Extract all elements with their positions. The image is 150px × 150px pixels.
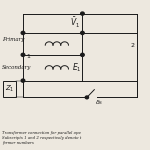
Circle shape — [81, 31, 84, 34]
Bar — [3, 81, 16, 97]
Circle shape — [21, 31, 25, 34]
Text: Transformer connection for parallel ope
Subscripts 1 and 2 respectively denote t: Transformer connection for parallel ope … — [2, 131, 81, 145]
Text: $\bar{V}_1$: $\bar{V}_1$ — [70, 15, 80, 30]
Circle shape — [85, 96, 88, 99]
Text: $Z_1$: $Z_1$ — [5, 84, 14, 94]
Text: 2: 2 — [130, 43, 134, 48]
Circle shape — [21, 53, 25, 56]
Text: Primary: Primary — [2, 37, 25, 42]
Text: Secondary: Secondary — [2, 65, 32, 70]
Circle shape — [81, 53, 84, 56]
Circle shape — [21, 79, 25, 82]
Circle shape — [81, 12, 84, 15]
Text: 1: 1 — [26, 54, 30, 59]
Text: $\delta_S$: $\delta_S$ — [95, 98, 103, 107]
Text: $E_1$: $E_1$ — [72, 61, 81, 74]
